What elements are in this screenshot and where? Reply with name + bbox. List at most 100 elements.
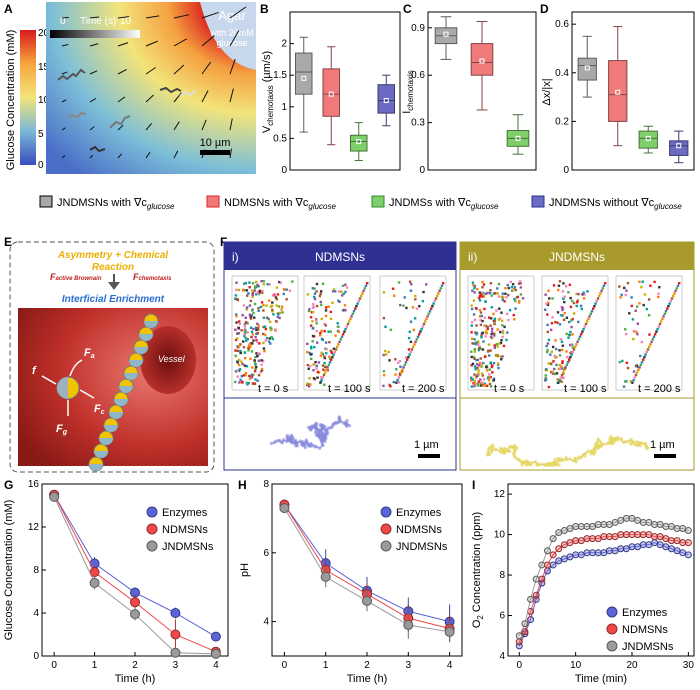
boundary-particle	[604, 282, 607, 285]
sim-particle	[568, 333, 571, 337]
trajectories	[57, 68, 196, 153]
boundary-particle	[401, 368, 404, 372]
data-point	[617, 516, 625, 524]
f-right-header	[460, 242, 694, 270]
sim-particle	[310, 345, 313, 349]
sim-particle	[474, 341, 478, 344]
sim-particle	[561, 344, 565, 347]
sim-particle	[319, 334, 322, 337]
sim-particle	[470, 304, 473, 307]
f-left-title: NDMSNs	[315, 250, 365, 264]
boundary-particle	[583, 325, 586, 328]
sim-particle	[657, 295, 660, 299]
sim-particle	[312, 369, 315, 372]
data-point	[583, 549, 591, 557]
legend-label: JNDMSNs	[396, 541, 448, 553]
gradient-arrow	[173, 14, 190, 19]
trajectory-point	[317, 446, 322, 450]
data-point	[605, 520, 613, 528]
sim-particle	[309, 316, 313, 319]
data-point	[634, 543, 642, 551]
gradient-arrow	[145, 67, 156, 75]
chain-particle-half	[119, 386, 133, 393]
data-point	[210, 648, 221, 659]
sim-particle	[626, 366, 630, 370]
boundary-particle	[581, 330, 584, 333]
data-point	[628, 543, 636, 551]
boundary-particle	[559, 376, 562, 379]
sim-particle	[288, 289, 292, 292]
sim-particle	[234, 338, 238, 342]
sim-particle	[271, 337, 275, 341]
x-axis-label: Time (min)	[575, 673, 627, 685]
sim-particle	[269, 305, 273, 308]
panel-label-c: C	[403, 2, 412, 16]
boundary-particle	[421, 325, 424, 328]
sim-particle	[261, 291, 264, 294]
data-point	[543, 561, 551, 569]
sim-particle	[582, 297, 586, 300]
data-point	[403, 620, 414, 631]
boundary-particle	[337, 343, 340, 346]
sim-particle	[307, 383, 310, 386]
data-point	[639, 541, 647, 549]
trajectory-point	[291, 440, 295, 444]
sim-particle	[263, 349, 266, 353]
sim-particle	[280, 308, 283, 311]
boundary-particle	[632, 378, 635, 382]
sim-particle	[501, 331, 505, 335]
sim-particle	[341, 284, 345, 287]
sim-particle	[635, 330, 638, 334]
data-point	[538, 575, 546, 583]
sim-particle	[475, 363, 479, 366]
sim-particle	[276, 293, 280, 296]
sim-particle	[511, 283, 515, 286]
boundary-particle	[588, 315, 591, 318]
trajectory	[89, 145, 106, 153]
sim-particle	[331, 290, 335, 293]
boundary-particle	[325, 368, 328, 372]
boundary-particle	[633, 376, 636, 379]
sim-box	[615, 275, 683, 391]
sim-particle	[248, 304, 252, 307]
sim-particle	[343, 304, 347, 307]
sim-particle	[555, 363, 558, 367]
sim-particle	[238, 381, 241, 384]
x-tick-label: 3	[406, 660, 412, 671]
sim-particle	[558, 280, 562, 283]
sim-particle	[647, 314, 651, 317]
sim-particle	[470, 379, 473, 382]
sim-particle	[266, 283, 269, 286]
data-point	[634, 516, 642, 524]
f-scale-label: 1 µm	[650, 439, 675, 451]
sim-particle	[572, 312, 576, 315]
sim-particle	[325, 352, 328, 355]
sim-particle	[513, 297, 516, 301]
legend-item: JNDMSs with ∇cglucose	[371, 195, 499, 211]
chain-particle-half	[124, 373, 138, 380]
boundary-particle	[652, 335, 656, 338]
sim-particle	[313, 345, 316, 349]
box	[295, 52, 313, 95]
boundary-particle	[584, 322, 588, 326]
boundary-particle	[656, 327, 659, 331]
gradient-arrow	[201, 61, 212, 75]
sim-particle	[479, 323, 483, 327]
sim-particle	[336, 322, 339, 325]
sim-particle	[392, 380, 395, 384]
time-label: t = 0 s	[494, 383, 525, 395]
sim-particle	[472, 313, 476, 316]
sim-particle	[241, 288, 245, 292]
sim-particle	[496, 363, 500, 366]
trajectory-point	[596, 437, 600, 441]
y-tick-label: 4	[33, 608, 39, 619]
f-scale-label: 1 µm	[414, 439, 439, 451]
data-point	[589, 522, 597, 530]
sim-particle	[488, 373, 491, 376]
agar-sub1: with 20mM	[209, 28, 254, 38]
sim-particle	[550, 322, 554, 325]
data-point	[549, 561, 557, 569]
sim-particle	[249, 326, 253, 329]
sim-particle	[478, 291, 482, 294]
